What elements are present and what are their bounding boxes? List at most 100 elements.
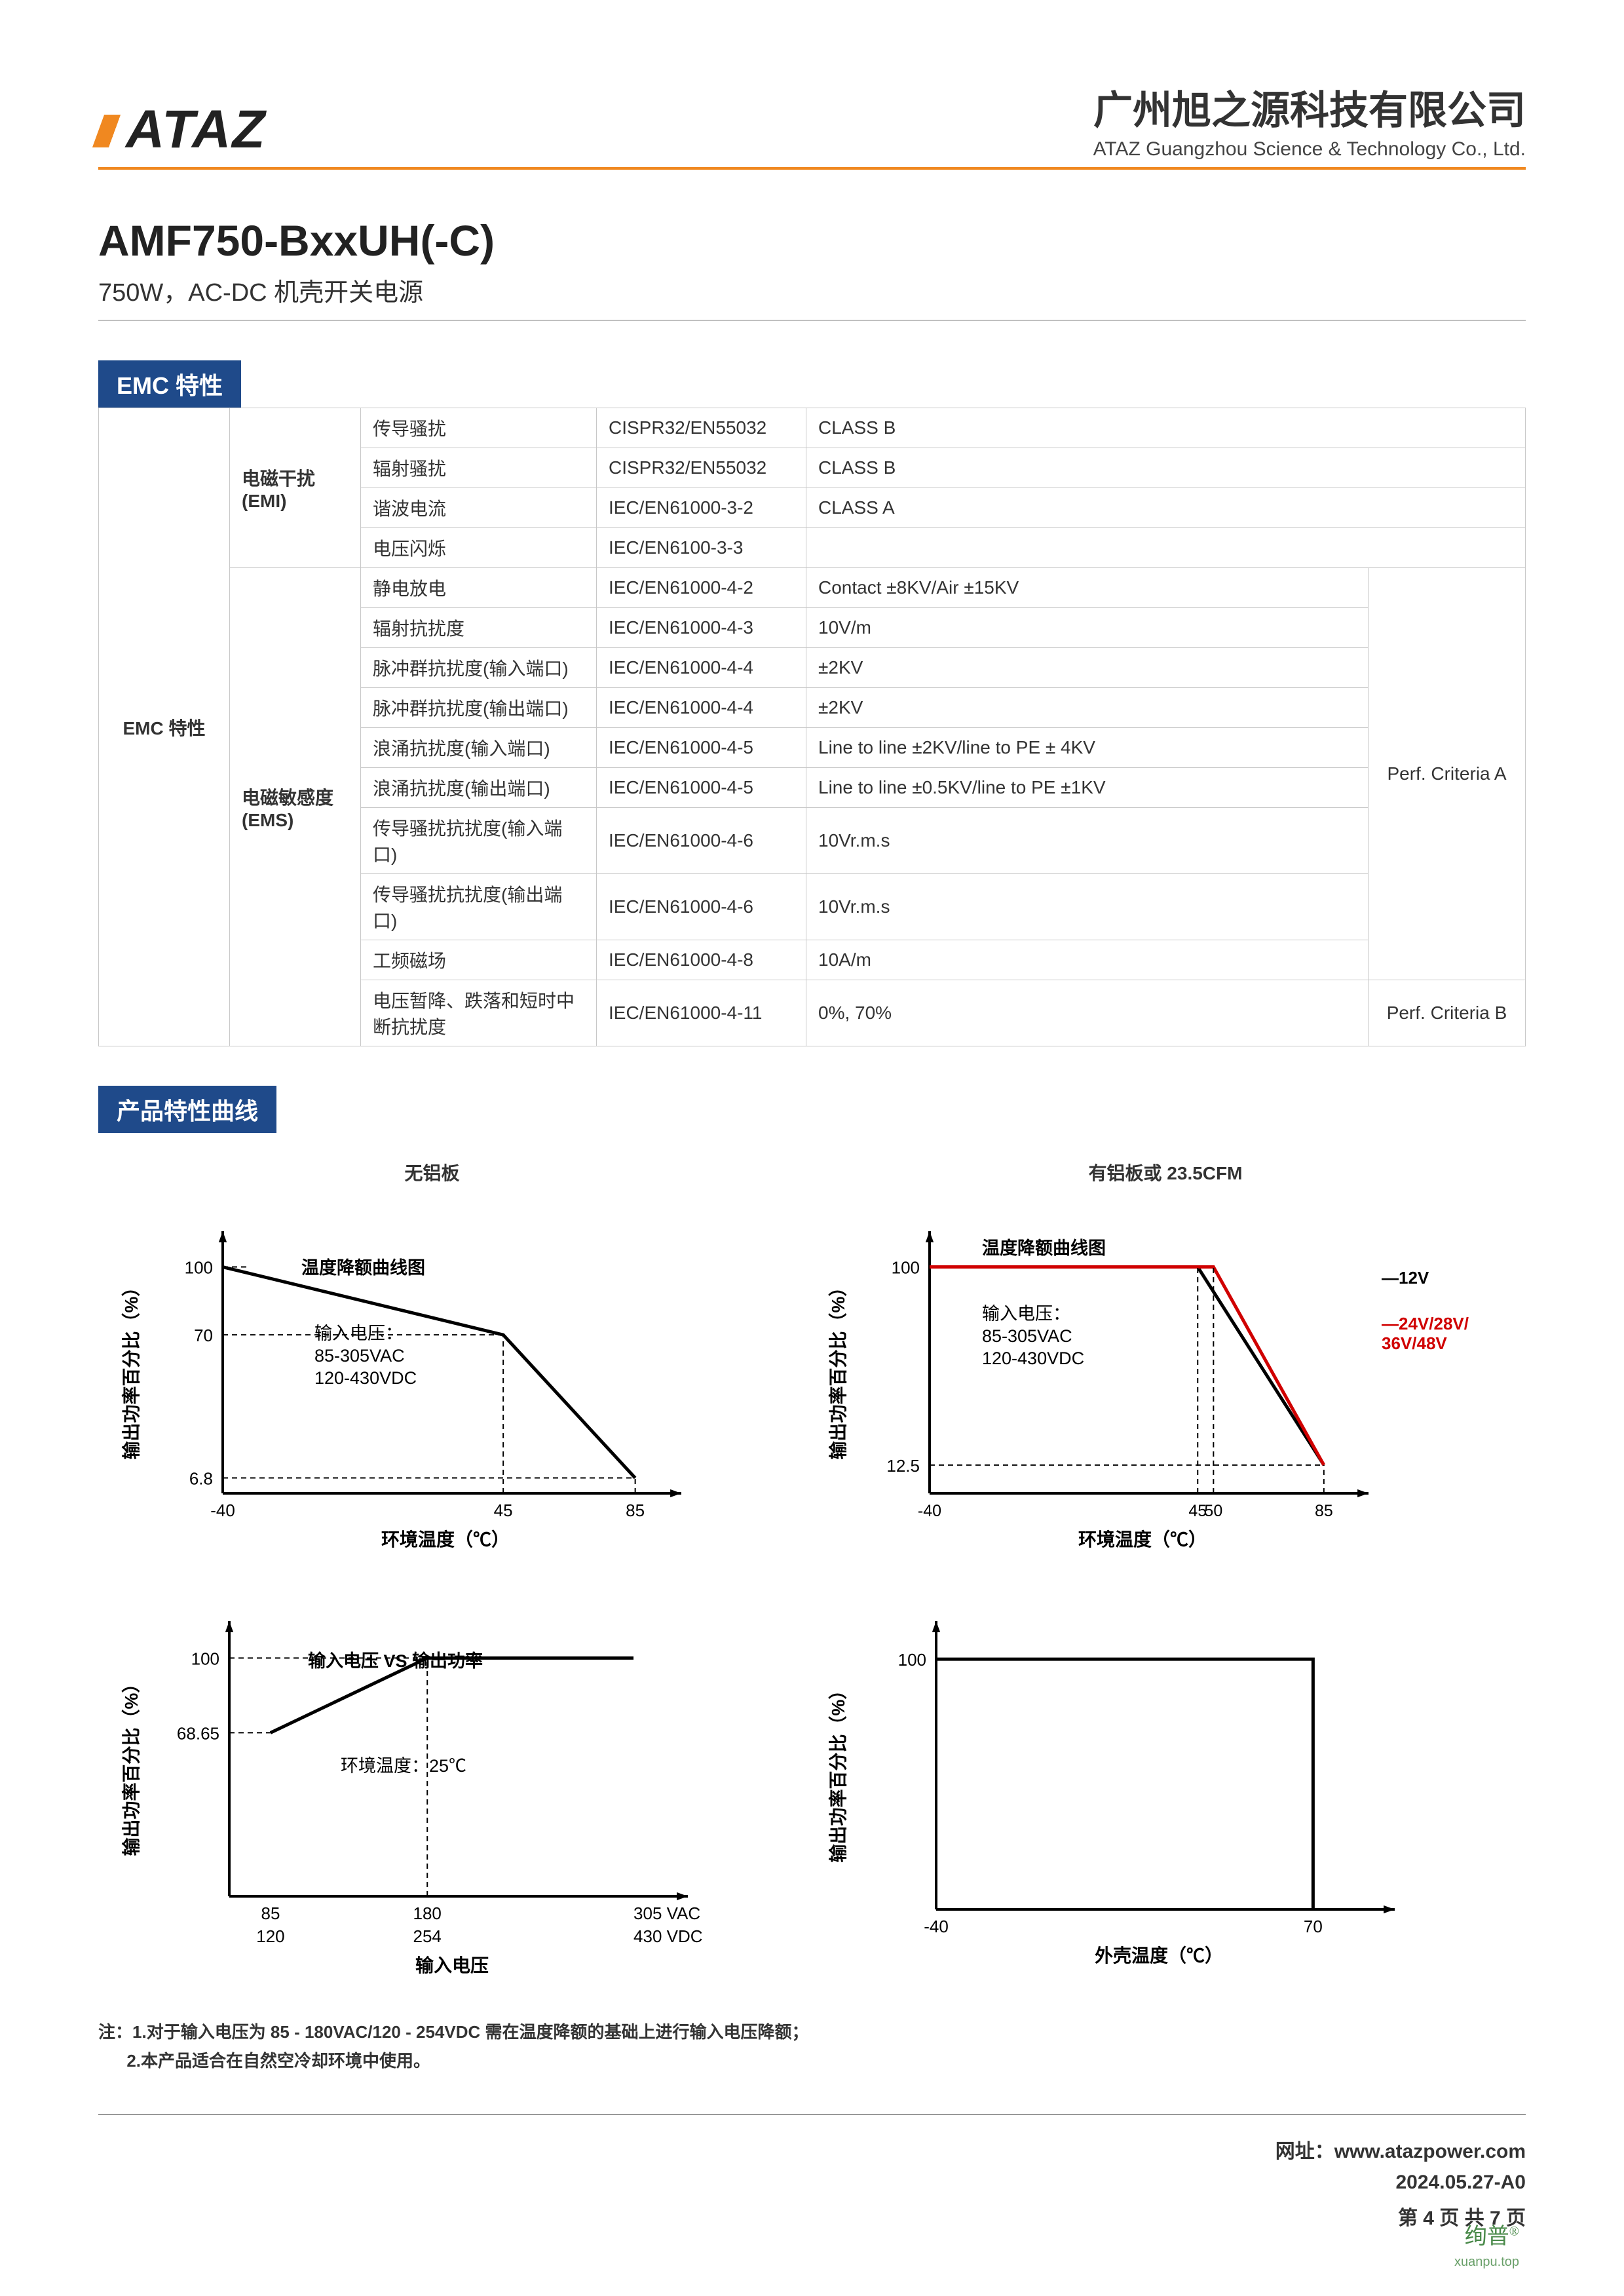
chart-3-voltage-power: 输出功率百分比（%）输入电压输入电压 VS 输出功率85180305 VAC12…: [98, 1582, 766, 1991]
page-footer: 网址：www.atazpower.com 2024.05.27-A0 第 4 页…: [98, 2114, 1526, 2230]
chart1-top-title: 无铝板: [98, 1159, 766, 1185]
section-title-emc: EMC 特性: [98, 360, 241, 408]
chart3-svg: 输出功率百分比（%）输入电压输入电压 VS 输出功率85180305 VAC12…: [98, 1582, 753, 1988]
svg-text:68.65: 68.65: [177, 1723, 219, 1743]
table-row-std: CISPR32/EN55032: [597, 408, 806, 448]
notes-prefix: 注：: [98, 2022, 132, 2042]
table-row-std: IEC/EN61000-3-2: [597, 488, 806, 528]
table-row-std: IEC/EN61000-4-6: [597, 874, 806, 940]
table-row-label: 脉冲群抗扰度(输入端口): [361, 648, 597, 688]
svg-text:36V/48V: 36V/48V: [1382, 1333, 1447, 1353]
svg-text:254: 254: [413, 1926, 442, 1946]
svg-text:输出功率百分比（%）: 输出功率百分比（%）: [827, 1278, 848, 1460]
footer-page: 第 4 页 共 7 页: [98, 2202, 1526, 2230]
table-row-std: IEC/EN61000-4-5: [597, 768, 806, 808]
table-row-label: 电压暂降、跌落和短时中断抗扰度: [361, 980, 597, 1046]
svg-text:输出功率百分比（%）: 输出功率百分比（%）: [121, 1675, 142, 1856]
table-criteria-b: Perf. Criteria B: [1369, 980, 1526, 1046]
page-header: ATAZ 广州旭之源科技有限公司 ATAZ Guangzhou Science …: [98, 79, 1526, 170]
table-row-label: 浪涌抗扰度(输出端口): [361, 768, 597, 808]
company-block: 广州旭之源科技有限公司 ATAZ Guangzhou Science & Tec…: [1093, 79, 1526, 161]
note-1: 1.对于输入电压为 85 - 180VAC/120 - 254VDC 需在温度降…: [132, 2022, 809, 2042]
table-row-label: 浪涌抗扰度(输入端口): [361, 728, 597, 768]
svg-text:外壳温度（℃）: 外壳温度（℃）: [1095, 1945, 1223, 1966]
table-row-val: [806, 528, 1526, 568]
svg-text:-40: -40: [918, 1502, 941, 1520]
svg-text:输入电压：: 输入电压：: [982, 1304, 1070, 1324]
chart2-svg: 输出功率百分比（%）环境温度（℃）温度降额曲线图-4045508512.5100…: [805, 1192, 1526, 1559]
company-name-cn: 广州旭之源科技有限公司: [1093, 79, 1526, 136]
chart-4-case-temp: 输出功率百分比（%） 外壳温度（℃） -40 70 100: [805, 1582, 1526, 1991]
footer-date: 2024.05.27-A0: [98, 2172, 1526, 2194]
svg-text:输入电压 VS 输出功率: 输入电压 VS 输出功率: [308, 1651, 483, 1671]
svg-text:输入电压：: 输入电压：: [314, 1324, 403, 1343]
table-row-val: Line to line ±2KV/line to PE ± 4KV: [806, 728, 1369, 768]
svg-text:50: 50: [1204, 1502, 1222, 1520]
watermark-sub: xuanpu.top: [1454, 2255, 1519, 2270]
note-2: 2.本产品适合在自然空冷却环境中使用。: [126, 2051, 430, 2071]
svg-text:环境温度（℃）: 环境温度（℃）: [1078, 1529, 1207, 1550]
table-criteria-a: Perf. Criteria A: [1369, 568, 1526, 980]
svg-text:输入电压: 输入电压: [415, 1955, 489, 1976]
chart4-svg: 输出功率百分比（%） 外壳温度（℃） -40 70 100: [805, 1582, 1460, 1988]
chart1-svg: 输出功率百分比（%）环境温度（℃）温度降额曲线图-4045856.870100输…: [98, 1192, 753, 1559]
table-row-val: 10A/m: [806, 940, 1369, 980]
table-row-label: 传导骚扰抗扰度(输出端口): [361, 874, 597, 940]
chart-1-derating-no-plate: 无铝板 输出功率百分比（%）环境温度（℃）温度降额曲线图-4045856.870…: [98, 1159, 766, 1562]
svg-text:430 VDC: 430 VDC: [633, 1926, 703, 1946]
section-title-curves: 产品特性曲线: [98, 1086, 276, 1133]
logo: ATAZ: [98, 99, 266, 161]
svg-text:120: 120: [256, 1926, 284, 1946]
table-row-label: 辐射骚扰: [361, 448, 597, 488]
svg-text:85: 85: [626, 1501, 645, 1520]
table-row-std: IEC/EN61000-4-3: [597, 608, 806, 648]
svg-text:-40: -40: [924, 1917, 949, 1936]
svg-text:100: 100: [892, 1258, 920, 1278]
svg-text:85: 85: [261, 1904, 280, 1923]
chart-2-derating-with-plate: 有铝板或 23.5CFM 输出功率百分比（%） 环境温度（℃） 温度降额曲线图 -40…: [805, 1159, 1526, 1562]
svg-text:70: 70: [194, 1326, 213, 1345]
table-row-label: 工频磁场: [361, 940, 597, 980]
table-row-label: 传导骚扰抗扰度(输入端口): [361, 808, 597, 874]
svg-text:-40: -40: [210, 1501, 235, 1520]
table-row-label: 传导骚扰: [361, 408, 597, 448]
table-row-std: CISPR32/EN55032: [597, 448, 806, 488]
svg-text:输出功率百分比（%）: 输出功率百分比（%）: [827, 1681, 848, 1863]
table-row-std: IEC/EN61000-4-5: [597, 728, 806, 768]
svg-text:环境温度（℃）: 环境温度（℃）: [381, 1529, 510, 1550]
watermark-main: 绚普: [1465, 2225, 1509, 2249]
chart2-top-title: 有铝板或 23.5CFM: [805, 1159, 1526, 1185]
svg-text:100: 100: [898, 1650, 926, 1670]
table-row-val: 0%, 70%: [806, 980, 1369, 1046]
table-group: EMC 特性: [99, 408, 230, 1046]
table-row-std: IEC/EN61000-4-4: [597, 688, 806, 728]
svg-text:6.8: 6.8: [189, 1469, 213, 1489]
table-row-val: 10Vr.m.s: [806, 808, 1369, 874]
watermark-reg: ®: [1509, 2225, 1519, 2239]
table-row-val: CLASS B: [806, 408, 1526, 448]
product-header: AMF750-BxxUH(-C) 750W，AC-DC 机壳开关电源: [98, 216, 1526, 321]
svg-text:输出功率百分比（%）: 输出功率百分比（%）: [121, 1278, 142, 1460]
svg-text:120-430VDC: 120-430VDC: [314, 1368, 417, 1388]
charts-grid: 无铝板 输出功率百分比（%）环境温度（℃）温度降额曲线图-4045856.870…: [98, 1159, 1526, 1991]
table-row-label: 辐射抗扰度: [361, 608, 597, 648]
table-row-val: 10V/m: [806, 608, 1369, 648]
svg-text:180: 180: [413, 1904, 442, 1923]
table-row-val: 10Vr.m.s: [806, 874, 1369, 940]
table-row-std: IEC/EN61000-4-6: [597, 808, 806, 874]
svg-text:温度降额曲线图: 温度降额曲线图: [301, 1257, 425, 1278]
svg-text:12.5: 12.5: [886, 1456, 920, 1476]
svg-text:70: 70: [1304, 1917, 1323, 1936]
table-row-val: CLASS B: [806, 448, 1526, 488]
svg-text:85: 85: [1315, 1502, 1333, 1520]
svg-text:—24V/28V/: —24V/28V/: [1382, 1314, 1469, 1333]
table-row-val: ±2KV: [806, 688, 1369, 728]
svg-text:—12V: —12V: [1382, 1268, 1429, 1288]
table-ems-subgroup: 电磁敏感度(EMS): [230, 568, 361, 1046]
table-row-std: IEC/EN61000-4-4: [597, 648, 806, 688]
svg-text:120-430VDC: 120-430VDC: [982, 1349, 1084, 1368]
svg-text:85-305VAC: 85-305VAC: [982, 1326, 1072, 1346]
product-title: AMF750-BxxUH(-C): [98, 216, 1526, 265]
svg-text:温度降额曲线图: 温度降额曲线图: [982, 1238, 1106, 1258]
svg-text:100: 100: [185, 1258, 213, 1278]
